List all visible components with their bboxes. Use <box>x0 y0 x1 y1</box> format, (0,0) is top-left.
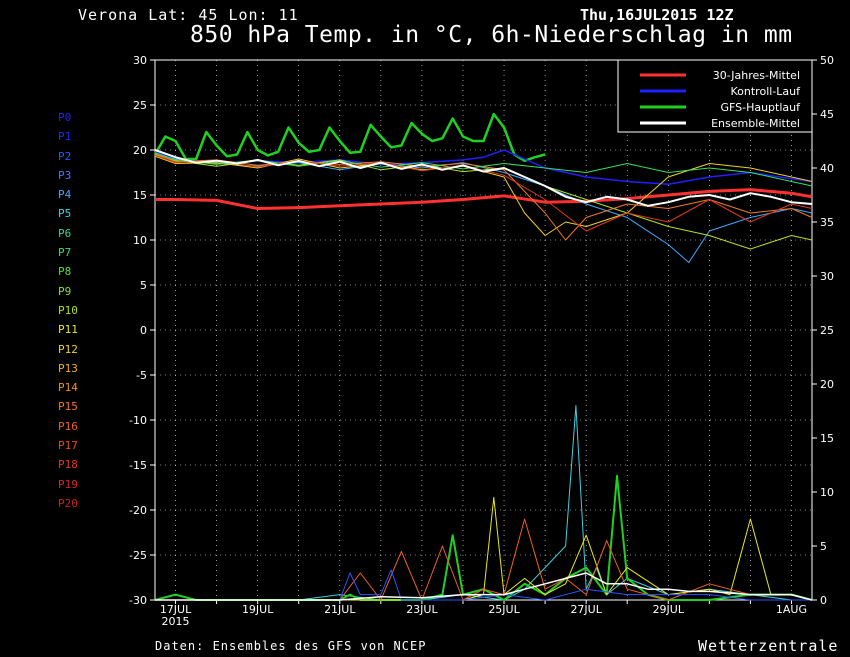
y-right-tick-label: 30 <box>820 270 834 283</box>
y-left-tick-label: -15 <box>129 459 147 472</box>
y-left-tick-label: -25 <box>129 549 147 562</box>
y-right-tick-label: 40 <box>820 162 834 175</box>
y-right-tick-label: 5 <box>820 540 827 553</box>
member-label-p12: P12 <box>58 342 78 356</box>
y-right-tick-label: 25 <box>820 324 834 337</box>
y-right-tick-label: 50 <box>820 54 834 67</box>
legend-box <box>617 59 813 133</box>
x-tick-label: 21JUL <box>324 603 356 616</box>
run-date-label: Thu,16JUL2015 12Z <box>580 6 734 24</box>
x-tick-label: 25JUL <box>488 603 520 616</box>
member-label-p4: P4 <box>58 188 72 202</box>
x-tick-label: 17JUL <box>160 603 192 616</box>
y-left-tick-label: -20 <box>129 504 147 517</box>
series-line-p18 <box>154 154 813 232</box>
legend-label: GFS-Hauptlauf <box>720 101 801 114</box>
y-right-tick-label: 20 <box>820 378 834 391</box>
member-label-p1: P1 <box>58 130 72 144</box>
x-tick-label: 1AUG <box>776 603 807 616</box>
y-right-tick-label: 15 <box>820 432 834 445</box>
member-label-p20: P20 <box>58 496 78 510</box>
legend-label: 30-Jahres-Mittel <box>713 69 800 82</box>
series-line-p4 <box>154 154 813 263</box>
series-line-precip-mean <box>155 572 813 601</box>
data-source-label: Daten: Ensembles des GFS von NCEP <box>155 639 427 653</box>
y-left-tick-label: 30 <box>133 54 147 67</box>
member-label-p19: P19 <box>58 477 78 491</box>
member-label-p11: P11 <box>58 323 78 337</box>
member-label-p0: P0 <box>58 111 72 124</box>
member-label-p8: P8 <box>58 265 72 279</box>
legend-label: Kontroll-Lauf <box>731 85 802 98</box>
x-tick-label: 27JUL <box>570 603 602 616</box>
x-tick-label: 29JUL <box>653 603 685 616</box>
y-right-tick-label: 45 <box>820 108 834 121</box>
y-left-tick-label: 15 <box>133 189 147 202</box>
member-label-p5: P5 <box>58 207 72 221</box>
member-label-p14: P14 <box>58 381 78 395</box>
series-line-ensemble-mittel <box>154 149 813 207</box>
y-left-tick-label: -5 <box>136 369 147 382</box>
brand-label: Wetterzentrale <box>698 637 839 655</box>
y-left-tick-label: 0 <box>140 324 147 337</box>
y-left-tick-label: 25 <box>133 99 147 112</box>
member-label-p6: P6 <box>58 226 72 240</box>
chart-title: 850 hPa Temp. in °C, 6h-Niederschlag in … <box>190 22 793 48</box>
y-left-tick-label: -10 <box>129 414 147 427</box>
member-label-p3: P3 <box>58 168 72 182</box>
member-label-p7: P7 <box>58 246 72 260</box>
member-list: P0 P1 P2 P3 P4 P5 P6 P7 P8 P9 P10 P11 P12 P13 P14 P15 P1… <box>58 108 78 513</box>
x-tick-label: 23JUL <box>406 603 438 616</box>
y-left-tick-label: 20 <box>133 144 147 157</box>
y-left-tick-label: -30 <box>129 594 147 607</box>
series-line-30-jahres-mittel <box>155 188 813 210</box>
member-label-p15: P15 <box>58 400 78 414</box>
series-line-precip-p5 <box>155 405 812 601</box>
member-label-p17: P17 <box>58 439 78 453</box>
series-line-precip-gfs <box>154 474 813 601</box>
member-label-p18: P18 <box>58 458 78 472</box>
series-line-precip-p2 <box>155 569 812 601</box>
legend-label: Ensemble-Mittel <box>711 117 800 130</box>
member-label-p10: P10 <box>58 303 78 317</box>
member-label-p16: P16 <box>58 419 78 433</box>
x-tick-sublabel: 2015 <box>162 615 190 628</box>
y-left-tick-label: 10 <box>133 234 147 247</box>
member-label-p2: P2 <box>58 149 72 163</box>
location-label: Verona Lat: 45 Lon: 11 <box>78 6 299 24</box>
y-right-tick-label: 0 <box>820 594 827 607</box>
y-right-tick-label: 35 <box>820 216 834 229</box>
member-label-p9: P9 <box>58 284 72 298</box>
series-line-precip-p16 <box>155 518 813 601</box>
y-left-tick-label: 5 <box>140 279 147 292</box>
y-right-tick-label: 10 <box>820 486 834 499</box>
series-line-gfs-hauptlauf <box>153 112 546 163</box>
x-tick-label: 19JUL <box>242 603 274 616</box>
member-label-p13: P13 <box>58 361 78 375</box>
